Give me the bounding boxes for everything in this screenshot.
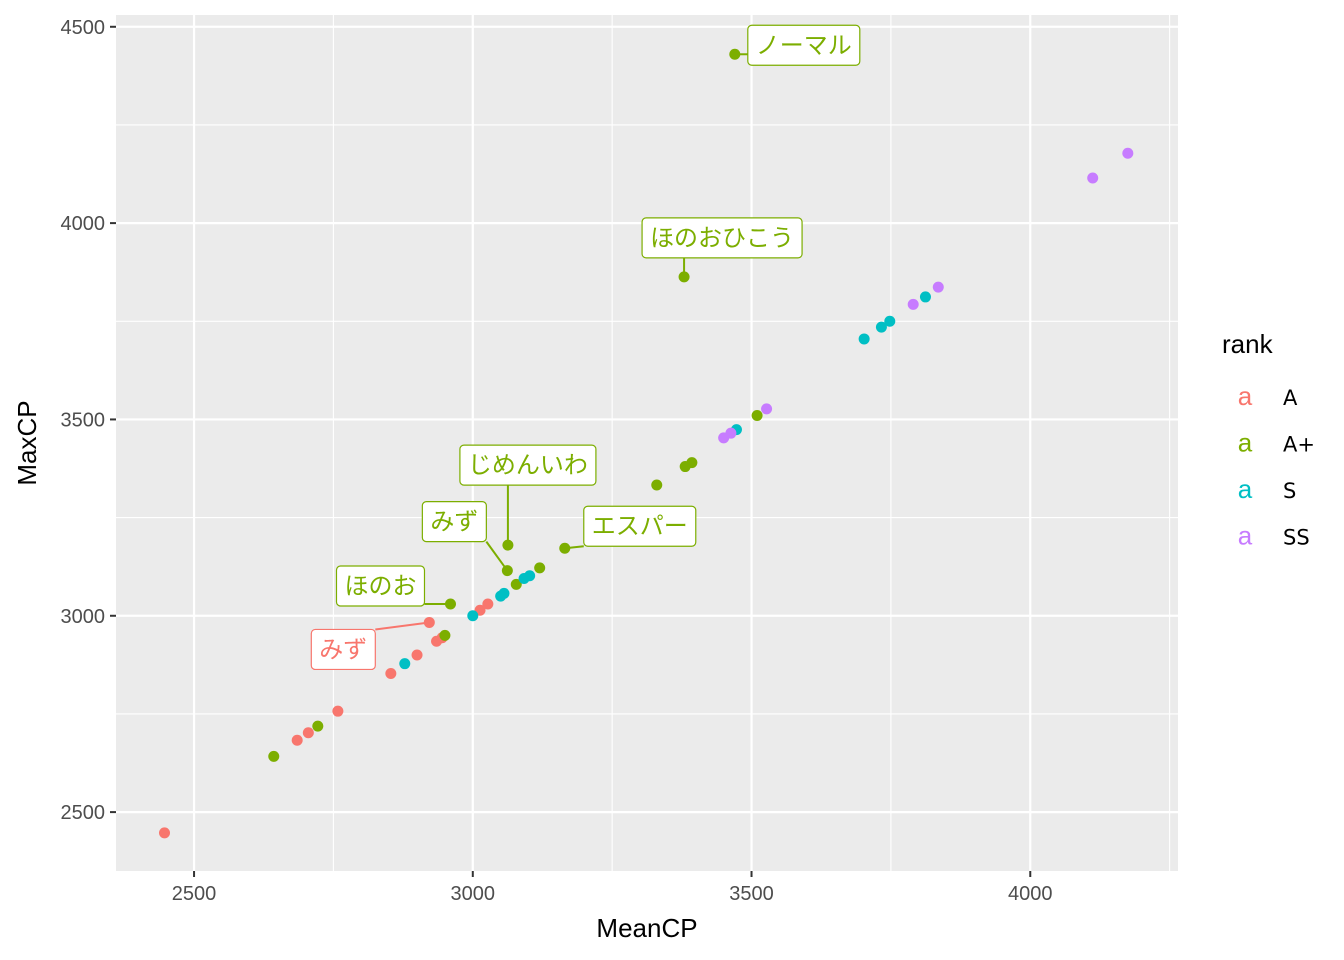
data-point	[385, 667, 397, 679]
data-point	[312, 720, 324, 732]
annotation-text: ほのお	[344, 572, 416, 600]
y-axis-ticks: 2500 3000 3500 4000 4500	[61, 17, 116, 824]
data-point	[559, 542, 571, 554]
data-point	[501, 565, 513, 577]
legend-key-glyph: a	[1238, 381, 1253, 411]
legend-entry-label: S	[1283, 479, 1296, 503]
data-point	[268, 750, 280, 762]
data-point	[875, 321, 887, 333]
annotation-text: ほのおひこう	[650, 224, 794, 252]
data-point	[467, 610, 479, 622]
data-point	[524, 570, 536, 582]
y-tick-label: 3000	[61, 606, 106, 628]
annotation-text: みず	[430, 508, 478, 536]
legend-entry-label: A	[1283, 386, 1298, 410]
data-point	[1087, 172, 1099, 184]
x-axis-ticks: 2500 3000 3500 4000	[172, 871, 1053, 905]
annotation-connector	[375, 622, 425, 631]
legend-entry-label: SS	[1283, 526, 1310, 550]
annotation-label: ほのおひこう	[641, 217, 803, 259]
data-point	[332, 705, 344, 717]
legend: rank a Aa A+ a Sa SS	[1222, 329, 1315, 551]
data-point	[729, 48, 741, 60]
y-tick-label: 2500	[61, 802, 106, 824]
data-point	[678, 271, 690, 283]
y-tick-label: 4000	[61, 213, 106, 235]
annotation-label: エスパー	[583, 505, 697, 547]
annotation-label: じめんいわ	[459, 444, 597, 486]
annotation-connector	[485, 541, 506, 568]
x-tick-label: 4000	[1008, 883, 1053, 905]
data-point	[159, 827, 171, 839]
data-point	[411, 649, 423, 661]
data-point	[907, 298, 919, 310]
annotation-text: ノーマル	[756, 31, 852, 59]
legend-entry-label: A+	[1283, 433, 1315, 457]
annotation-box	[641, 217, 803, 259]
y-axis-title: MaxCP	[12, 400, 42, 485]
y-tick-label: 4500	[61, 17, 106, 39]
data-point	[858, 333, 870, 345]
x-tick-label: 2500	[172, 883, 217, 905]
data-point	[510, 578, 522, 590]
annotation-text: みず	[319, 635, 367, 663]
data-point	[651, 479, 663, 491]
y-tick-label: 3500	[61, 409, 106, 431]
data-point	[751, 410, 763, 422]
annotation-label: ほのお	[335, 565, 426, 607]
annotation-text: じめんいわ	[468, 451, 588, 479]
data-point	[291, 734, 303, 746]
data-point	[534, 562, 546, 574]
x-tick-label: 3000	[451, 883, 496, 905]
data-point	[1122, 147, 1134, 159]
data-point	[761, 403, 773, 415]
annotation-connectors	[375, 53, 748, 631]
data-point	[502, 539, 514, 551]
annotation-box	[421, 501, 487, 543]
data-point	[884, 315, 896, 327]
legend-key-glyph: a	[1238, 428, 1253, 458]
data-point	[423, 616, 435, 628]
annotation-text: エスパー	[592, 512, 688, 540]
data-point	[439, 629, 451, 641]
x-axis-title: MeanCP	[596, 913, 697, 943]
data-point	[919, 291, 931, 303]
annotation-label: ノーマル	[747, 24, 861, 66]
data-point	[686, 457, 698, 469]
data-point	[498, 587, 510, 599]
annotation-label: みず	[310, 628, 376, 671]
annotation-box	[335, 565, 426, 607]
data-point	[725, 427, 737, 439]
data-point	[302, 727, 314, 739]
legend-title: rank	[1222, 329, 1274, 359]
data-point	[932, 281, 944, 293]
plot-panel	[116, 15, 1178, 871]
data-point	[444, 598, 456, 610]
data-points	[159, 48, 1134, 839]
annotation-box	[310, 628, 376, 671]
grid-major	[116, 15, 1178, 871]
annotation-box	[583, 505, 697, 547]
data-point	[399, 658, 411, 670]
annotation-label: みず	[421, 501, 487, 543]
annotation-connector	[569, 545, 584, 549]
legend-key-glyph: a	[1238, 521, 1253, 551]
annotation-box	[459, 444, 597, 486]
annotation-box	[747, 24, 861, 66]
x-tick-label: 3500	[729, 883, 774, 905]
legend-key-glyph: a	[1238, 474, 1253, 504]
data-point	[482, 598, 494, 610]
